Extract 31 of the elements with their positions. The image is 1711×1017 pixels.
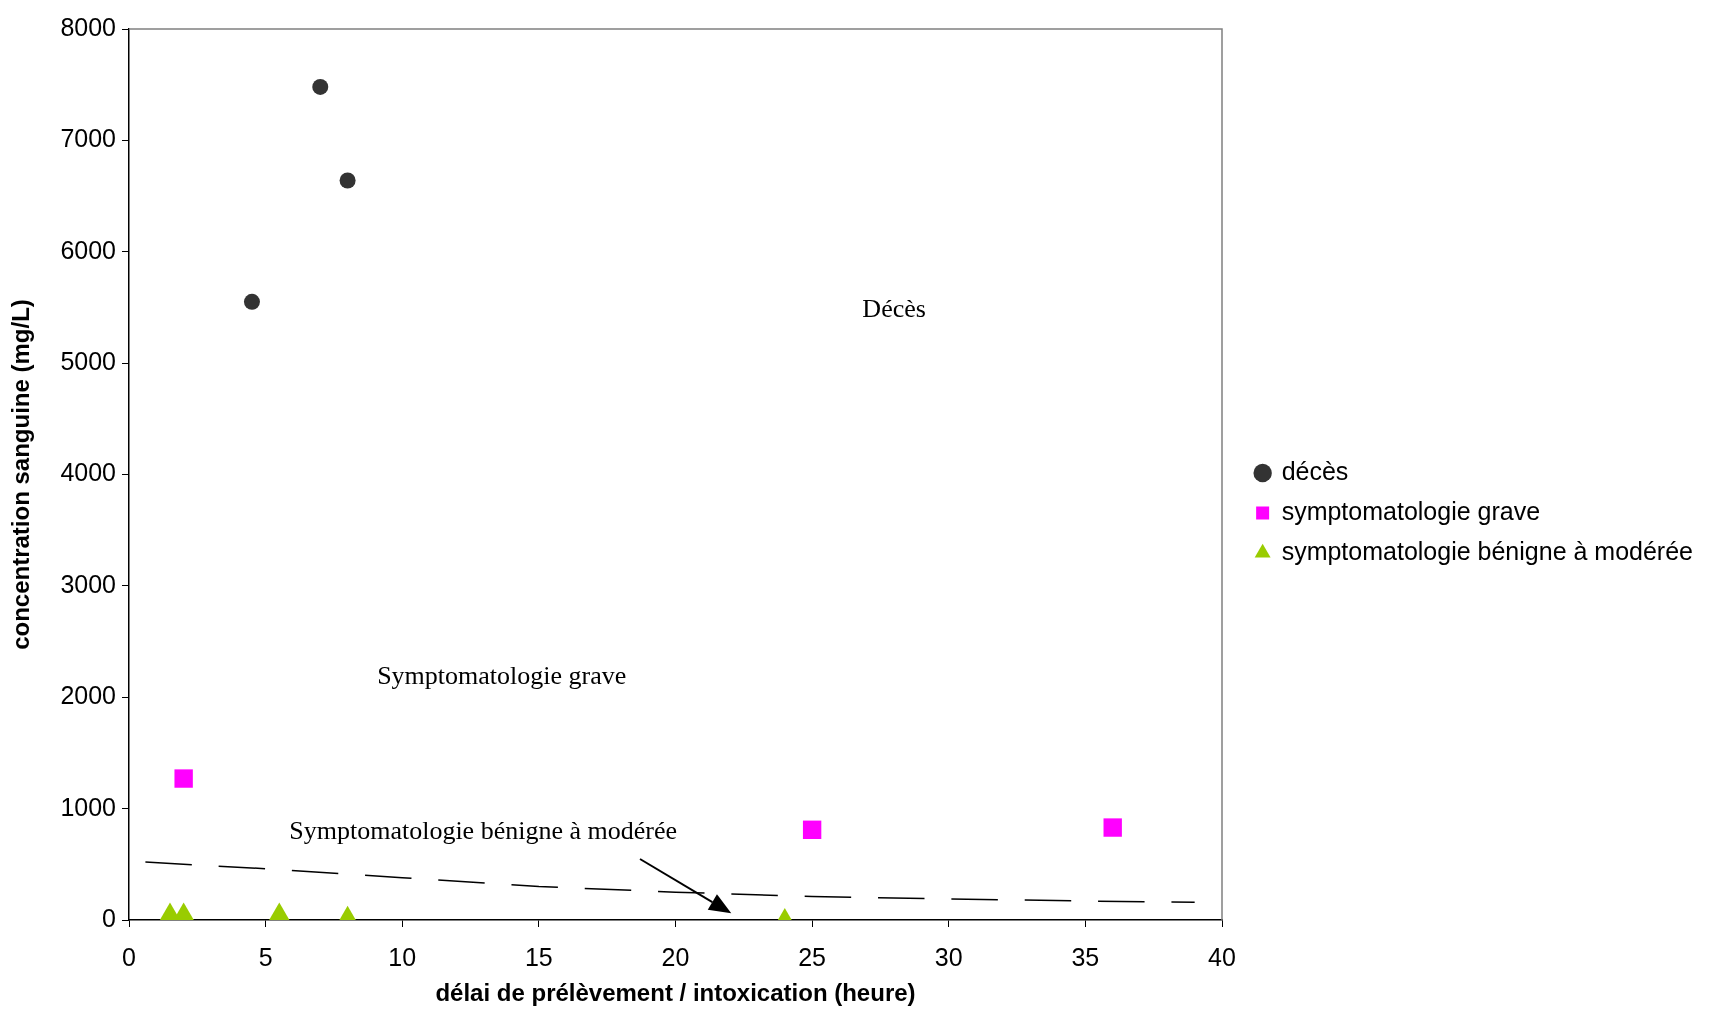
x-tick-label: 0 bbox=[122, 942, 136, 971]
x-tick-label: 35 bbox=[1071, 942, 1100, 971]
y-tick-label: 5000 bbox=[60, 347, 116, 376]
legend-label: symptomatologie grave bbox=[1281, 496, 1541, 525]
x-tick-label: 15 bbox=[524, 942, 553, 971]
annotation: Symptomatologie bénigne à modérée bbox=[289, 815, 677, 845]
point bbox=[243, 293, 260, 310]
x-tick-label: 20 bbox=[661, 942, 690, 971]
point bbox=[339, 172, 356, 189]
y-axis-title: concentration sanguine (mg/L) bbox=[7, 299, 35, 650]
y-tick-label: 1000 bbox=[60, 792, 116, 821]
legend-label: symptomatologie bénigne à modérée bbox=[1281, 536, 1694, 565]
legend-label: décès bbox=[1281, 456, 1349, 485]
y-tick-label: 8000 bbox=[60, 12, 116, 41]
y-tick-label: 0 bbox=[102, 903, 116, 932]
point bbox=[173, 902, 195, 920]
point bbox=[312, 78, 329, 95]
annotation: Décès bbox=[862, 294, 926, 324]
y-tick-label: 4000 bbox=[60, 458, 116, 487]
y-tick-label: 6000 bbox=[60, 235, 116, 264]
y-tick-label: 7000 bbox=[60, 124, 116, 153]
y-tick-label: 2000 bbox=[60, 681, 116, 710]
annotation: Symptomatologie grave bbox=[377, 661, 627, 691]
x-tick-label: 40 bbox=[1208, 942, 1236, 971]
x-tick-label: 10 bbox=[388, 942, 417, 971]
x-tick-label: 5 bbox=[258, 942, 273, 971]
y-tick-label: 3000 bbox=[60, 569, 116, 598]
x-tick-label: 30 bbox=[934, 942, 963, 971]
x-axis-title: délai de prélèvement / intoxication (heure) bbox=[435, 979, 916, 1007]
x-tick-label: 25 bbox=[798, 942, 827, 971]
point bbox=[268, 902, 290, 920]
